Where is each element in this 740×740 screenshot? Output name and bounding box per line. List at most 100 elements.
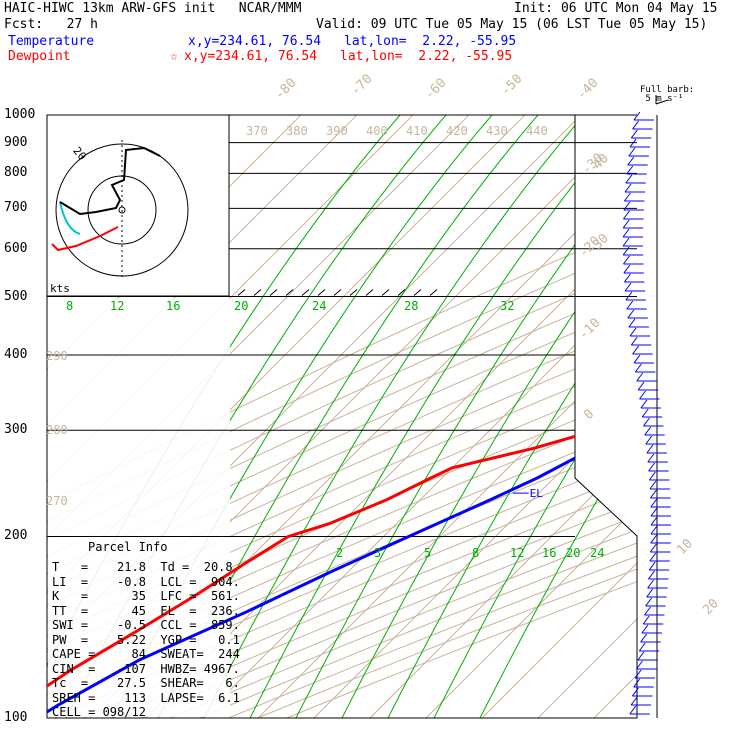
wind-barb-flag [650,534,658,544]
wind-barb-flag [648,462,656,472]
hatch-mark [397,289,406,296]
adiabat-label: 380 [286,124,308,138]
hatch-mark [237,289,246,296]
mixing-ratio-label: 3 [374,546,381,560]
wind-barb-flag [649,480,657,490]
parcel-info-row: LI = -0.8 LCL = 904. [52,574,240,589]
dry-adiabat [47,115,637,718]
wind-barb-flag [634,669,642,679]
parcel-info-row: T = 21.8 Td = 20.8 [52,560,233,574]
wind-barb-flag [645,435,653,445]
isotherm-label: -80 [272,76,299,103]
wind-barb-flag [622,237,630,247]
wind-barb-flag [631,687,639,697]
isotherm-label: -40 [574,76,601,103]
wind-barb-flag [623,210,630,220]
pressure-label: 600 [4,240,28,256]
hodograph-upper-trace [59,146,161,216]
wind-barb-flag [622,228,630,238]
wind-barb-flag [640,633,648,643]
parcel-info-title: Parcel Info [88,540,168,554]
temperature-xy: x,y=234.61, 76.54 [188,34,322,49]
adiabat-label: 400 [366,124,388,138]
wind-barb-flag [642,615,650,625]
hatch-mark [381,289,390,296]
wind-barb-flag [649,543,657,553]
isotherm-line [145,115,637,718]
level-marker-label: EL [530,487,544,500]
isotherm-label: 10 [674,536,696,558]
parcel-info-row: CIN = -107 HWBZ= 4967. [52,661,240,676]
pressure-label: 1000 [4,107,36,122]
adiabat-label: 390 [326,124,348,138]
isotherm-label: 20 [700,596,722,618]
wind-barb-flag [623,192,631,202]
dewpoint-legend: Dewpoint [8,49,71,64]
wind-barb-flag [646,444,654,454]
init-time: Init: 06 UTC Mon 04 May 15 [514,1,718,16]
isotherm-label: -70 [348,72,375,99]
wind-barb-flag [648,570,655,580]
dry-adiabat [47,115,637,718]
wind-barb-flag [624,273,631,283]
mixing-ratio-label: 16 [542,546,556,560]
isotherm-line [537,115,637,718]
dry-adiabat [47,115,637,718]
dewpoint-latlon: lat,lon= 2.22, -55.95 [340,49,513,64]
wind-barb-flag [628,318,636,328]
wind-barb-flag [643,417,650,427]
dry-adiabat [47,115,637,718]
adiabat-label: 280 [46,423,68,437]
isotherm-line [706,115,740,718]
dry-adiabat [257,115,637,718]
wind-barb-flag [650,516,658,526]
hatch-mark [333,289,342,296]
wind-barb-flag [625,291,633,301]
mixing-ratio-label: 5 [424,546,431,560]
wind-barb-flag [637,651,645,661]
wind-barb-flag [644,606,651,616]
wind-barb-flag [629,138,637,148]
wind-barb-flag [625,174,633,184]
wind-barb-flag [623,264,631,274]
wind-barb-flag [633,678,641,688]
hatch-mark [317,289,326,296]
isotherm-line [425,115,637,718]
moist-adiabat [203,115,585,718]
adiabat-label: 410 [406,124,428,138]
wind-barb-flag [640,399,648,409]
pressure-label: 300 [4,422,28,438]
adiabat-label: 290 [46,349,68,363]
temperature-legend: Temperature [8,34,95,49]
wind-barb-flag [644,426,652,436]
isotherm-label: -60 [422,76,449,103]
pressure-label: 900 [4,134,28,150]
barb-scale-note: Full barb: 5 m s⁻¹ [640,85,695,104]
temperature-latlon: lat,lon= 2.22, -55.95 [344,34,517,49]
wind-barb-flag [630,129,638,139]
wind-barb-flag [648,471,656,481]
temperature-profile [47,115,637,718]
sounding-series [47,115,637,718]
wind-barb-flag [641,624,649,634]
isotherm-line [650,115,740,718]
wind-barb-flag [649,552,657,562]
wind-barb-flag [627,156,635,166]
wind-barb-flag [639,390,646,400]
hatch-mark [253,289,262,296]
moist-adiabat [341,115,637,718]
wind-barb-flag [636,660,643,670]
star-icon: ☆ [170,49,178,64]
wind-barb-flag [632,345,640,355]
parcel-info-row: Tc = 27.5 SHEAR= 6. [52,676,240,690]
isotherm-label: 0 [581,407,597,423]
dry-adiabat [47,115,637,718]
wind-barb-flag [623,255,630,265]
pressure-label: 700 [4,200,28,216]
dry-adiabat [47,115,637,718]
wind-barb-flag [646,588,654,598]
mixing-ratio-label: 28 [404,299,418,313]
wind-barb-flag [650,507,658,517]
wind-barb-flag [630,336,638,346]
wind-barb-flag [624,282,632,292]
